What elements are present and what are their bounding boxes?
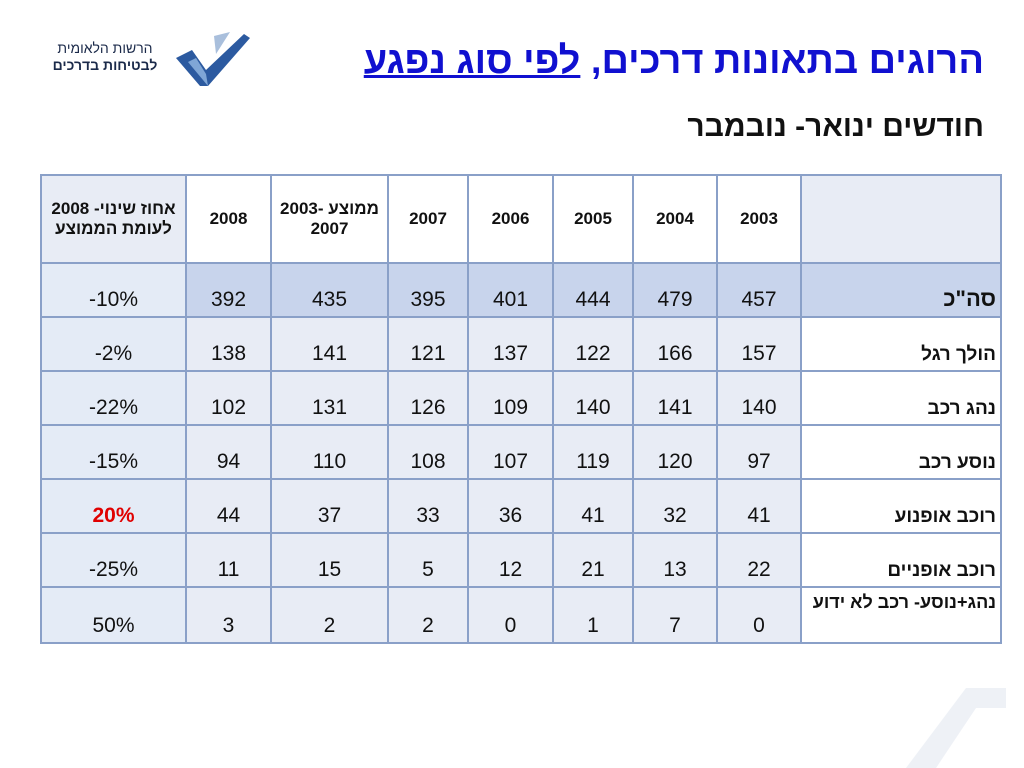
- cell-2006: 36: [467, 478, 554, 534]
- cell-average: 141: [270, 316, 389, 372]
- cell-2005: 444: [552, 262, 634, 318]
- cell-2004: 479: [632, 262, 718, 318]
- table-row: 20% 44 37 33 36 41 32 41 רוכב אופנוע: [40, 478, 1002, 534]
- cell-2005: 41: [552, 478, 634, 534]
- title-part-2: לפי סוג נפגע: [363, 40, 581, 82]
- cell-2004: 120: [632, 424, 718, 480]
- table-header-row: אחוז שינוי- 2008 לעומת הממוצע 2008 ממוצע…: [40, 174, 1002, 264]
- cell-2004: 32: [632, 478, 718, 534]
- header-label: [800, 174, 1002, 264]
- cell-average: 435: [270, 262, 389, 318]
- cell-2007: 395: [387, 262, 469, 318]
- header-2006: 2006: [467, 174, 554, 264]
- cell-2008: 94: [185, 424, 272, 480]
- cell-2007: 126: [387, 370, 469, 426]
- cell-2003: 22: [716, 532, 802, 588]
- header-pct-change: אחוז שינוי- 2008 לעומת הממוצע: [40, 174, 187, 264]
- cell-pct: -2%: [40, 316, 187, 372]
- cell-pct-highlight: 20%: [40, 478, 187, 534]
- authority-logo: הרשות הלאומית לבטיחות בדרכים: [36, 28, 256, 90]
- row-label: נהג רכב: [800, 370, 1002, 426]
- slide-title: הרוגים בתאונות דרכים, לפי סוג נפגע: [364, 40, 984, 83]
- row-label: רוכב אופנוע: [800, 478, 1002, 534]
- table-row: -2% 138 141 121 137 122 166 157 הולך רגל: [40, 316, 1002, 372]
- row-label: סה"כ: [800, 262, 1002, 318]
- slide-subtitle: חודשים ינואר- נובמבר: [687, 110, 984, 143]
- cell-2004: 13: [632, 532, 718, 588]
- cell-2005: 122: [552, 316, 634, 372]
- cell-2007: 2: [387, 586, 469, 644]
- header-average: ממוצע 2003-2007: [270, 174, 389, 264]
- cell-pct: -22%: [40, 370, 187, 426]
- header-2004: 2004: [632, 174, 718, 264]
- cell-2004: 7: [632, 586, 718, 644]
- cell-2006: 12: [467, 532, 554, 588]
- cell-2004: 141: [632, 370, 718, 426]
- logo-line-2: לבטיחות בדרכים: [52, 57, 158, 73]
- cell-pct: 50%: [40, 586, 187, 644]
- cell-2003: 457: [716, 262, 802, 318]
- cell-pct: -15%: [40, 424, 187, 480]
- cell-average: 110: [270, 424, 389, 480]
- cell-average: 2: [270, 586, 389, 644]
- cell-2008: 3: [185, 586, 272, 644]
- cell-2008: 11: [185, 532, 272, 588]
- cell-2006: 401: [467, 262, 554, 318]
- cell-pct: -25%: [40, 532, 187, 588]
- cell-2007: 108: [387, 424, 469, 480]
- fatalities-table: אחוז שינוי- 2008 לעומת הממוצע 2008 ממוצע…: [40, 174, 1002, 644]
- cell-2006: 107: [467, 424, 554, 480]
- table-row-total: -10% 392 435 395 401 444 479 457 סה"כ: [40, 262, 1002, 318]
- cell-2005: 119: [552, 424, 634, 480]
- table-row: -25% 11 15 5 12 21 13 22 רוכב אופניים: [40, 532, 1002, 588]
- cell-average: 15: [270, 532, 389, 588]
- table-row: -15% 94 110 108 107 119 120 97 נוסע רכב: [40, 424, 1002, 480]
- cell-2003: 140: [716, 370, 802, 426]
- cell-2003: 97: [716, 424, 802, 480]
- cell-2008: 392: [185, 262, 272, 318]
- cell-2005: 1: [552, 586, 634, 644]
- row-label: הולך רגל: [800, 316, 1002, 372]
- table-row: -22% 102 131 126 109 140 141 140 נהג רכב: [40, 370, 1002, 426]
- header-2003: 2003: [716, 174, 802, 264]
- cell-2003: 0: [716, 586, 802, 644]
- logo-text: הרשות הלאומית לבטיחות בדרכים: [36, 40, 174, 74]
- cell-2005: 140: [552, 370, 634, 426]
- table-row: 50% 3 2 2 0 1 7 0 נהג+נוסע- רכב לא ידוע: [40, 586, 1002, 644]
- row-label: נהג+נוסע- רכב לא ידוע: [800, 586, 1002, 644]
- row-label: רוכב אופניים: [800, 532, 1002, 588]
- cell-2008: 44: [185, 478, 272, 534]
- row-label: נוסע רכב: [800, 424, 1002, 480]
- cell-2006: 109: [467, 370, 554, 426]
- logo-line-1: הרשות הלאומית: [57, 40, 153, 56]
- cell-2006: 0: [467, 586, 554, 644]
- cell-average: 37: [270, 478, 389, 534]
- title-part-1: הרוגים בתאונות דרכים,: [580, 40, 984, 82]
- cell-2004: 166: [632, 316, 718, 372]
- cell-2006: 137: [467, 316, 554, 372]
- check-mark-icon: [176, 32, 250, 86]
- cell-2003: 157: [716, 316, 802, 372]
- header-2008: 2008: [185, 174, 272, 264]
- cell-2007: 121: [387, 316, 469, 372]
- cell-2008: 102: [185, 370, 272, 426]
- cell-2007: 33: [387, 478, 469, 534]
- cell-2008: 138: [185, 316, 272, 372]
- cell-2005: 21: [552, 532, 634, 588]
- cell-2007: 5: [387, 532, 469, 588]
- cell-pct: -10%: [40, 262, 187, 318]
- header-2007: 2007: [387, 174, 469, 264]
- cell-average: 131: [270, 370, 389, 426]
- header-2005: 2005: [552, 174, 634, 264]
- cell-2003: 41: [716, 478, 802, 534]
- corner-watermark-icon: [906, 688, 1006, 768]
